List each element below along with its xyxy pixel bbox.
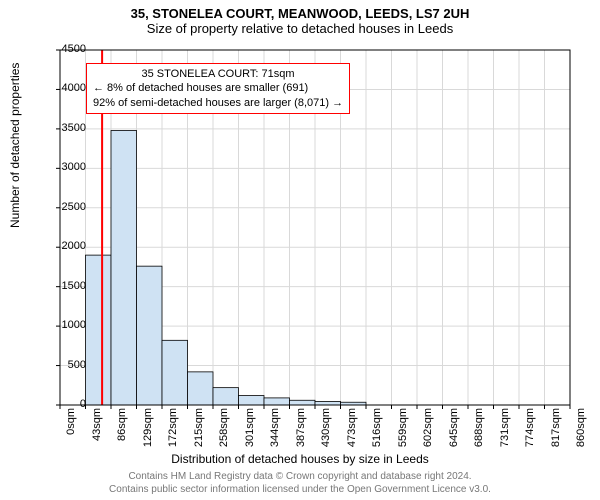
y-tick-label: 2500 bbox=[46, 201, 86, 213]
chart-title: 35, STONELEA COURT, MEANWOOD, LEEDS, LS7… bbox=[0, 0, 600, 21]
x-axis-label: Distribution of detached houses by size … bbox=[0, 452, 600, 466]
x-tick-label: 731sqm bbox=[499, 408, 511, 458]
y-tick-label: 2000 bbox=[46, 240, 86, 252]
x-tick-label: 688sqm bbox=[473, 408, 485, 458]
footer-line-1: Contains HM Land Registry data © Crown c… bbox=[0, 470, 600, 483]
x-tick-label: 645sqm bbox=[448, 408, 460, 458]
x-tick-label: 430sqm bbox=[320, 408, 332, 458]
annotation-box: 35 STONELEA COURT: 71sqm← 8% of detached… bbox=[86, 63, 350, 114]
y-tick-label: 1500 bbox=[46, 280, 86, 292]
x-tick-label: 172sqm bbox=[167, 408, 179, 458]
x-tick-label: 301sqm bbox=[244, 408, 256, 458]
x-tick-label: 774sqm bbox=[524, 408, 536, 458]
annotation-line: ← 8% of detached houses are smaller (691… bbox=[93, 81, 343, 95]
x-tick-label: 215sqm bbox=[193, 408, 205, 458]
x-tick-label: 516sqm bbox=[371, 408, 383, 458]
x-tick-label: 817sqm bbox=[550, 408, 562, 458]
annotation-line: 92% of semi-detached houses are larger (… bbox=[93, 96, 343, 110]
y-tick-label: 4000 bbox=[46, 82, 86, 94]
x-tick-label: 860sqm bbox=[575, 408, 587, 458]
x-tick-label: 129sqm bbox=[142, 408, 154, 458]
x-tick-label: 0sqm bbox=[65, 408, 77, 458]
footer-line-2: Contains public sector information licen… bbox=[0, 483, 600, 496]
y-tick-label: 3500 bbox=[46, 122, 86, 134]
x-tick-label: 344sqm bbox=[269, 408, 281, 458]
x-tick-label: 387sqm bbox=[295, 408, 307, 458]
x-tick-label: 559sqm bbox=[397, 408, 409, 458]
footer-attribution: Contains HM Land Registry data © Crown c… bbox=[0, 470, 600, 496]
x-tick-label: 43sqm bbox=[91, 408, 103, 458]
x-tick-label: 258sqm bbox=[218, 408, 230, 458]
x-tick-label: 86sqm bbox=[116, 408, 128, 458]
y-tick-label: 4500 bbox=[46, 43, 86, 55]
y-axis-label: Number of detached properties bbox=[8, 63, 22, 228]
annotation-line: 35 STONELEA COURT: 71sqm bbox=[93, 67, 343, 81]
chart-subtitle: Size of property relative to detached ho… bbox=[0, 21, 600, 40]
y-tick-label: 500 bbox=[46, 359, 86, 371]
x-tick-label: 473sqm bbox=[346, 408, 358, 458]
x-tick-label: 602sqm bbox=[422, 408, 434, 458]
y-tick-label: 3000 bbox=[46, 161, 86, 173]
y-tick-label: 1000 bbox=[46, 319, 86, 331]
